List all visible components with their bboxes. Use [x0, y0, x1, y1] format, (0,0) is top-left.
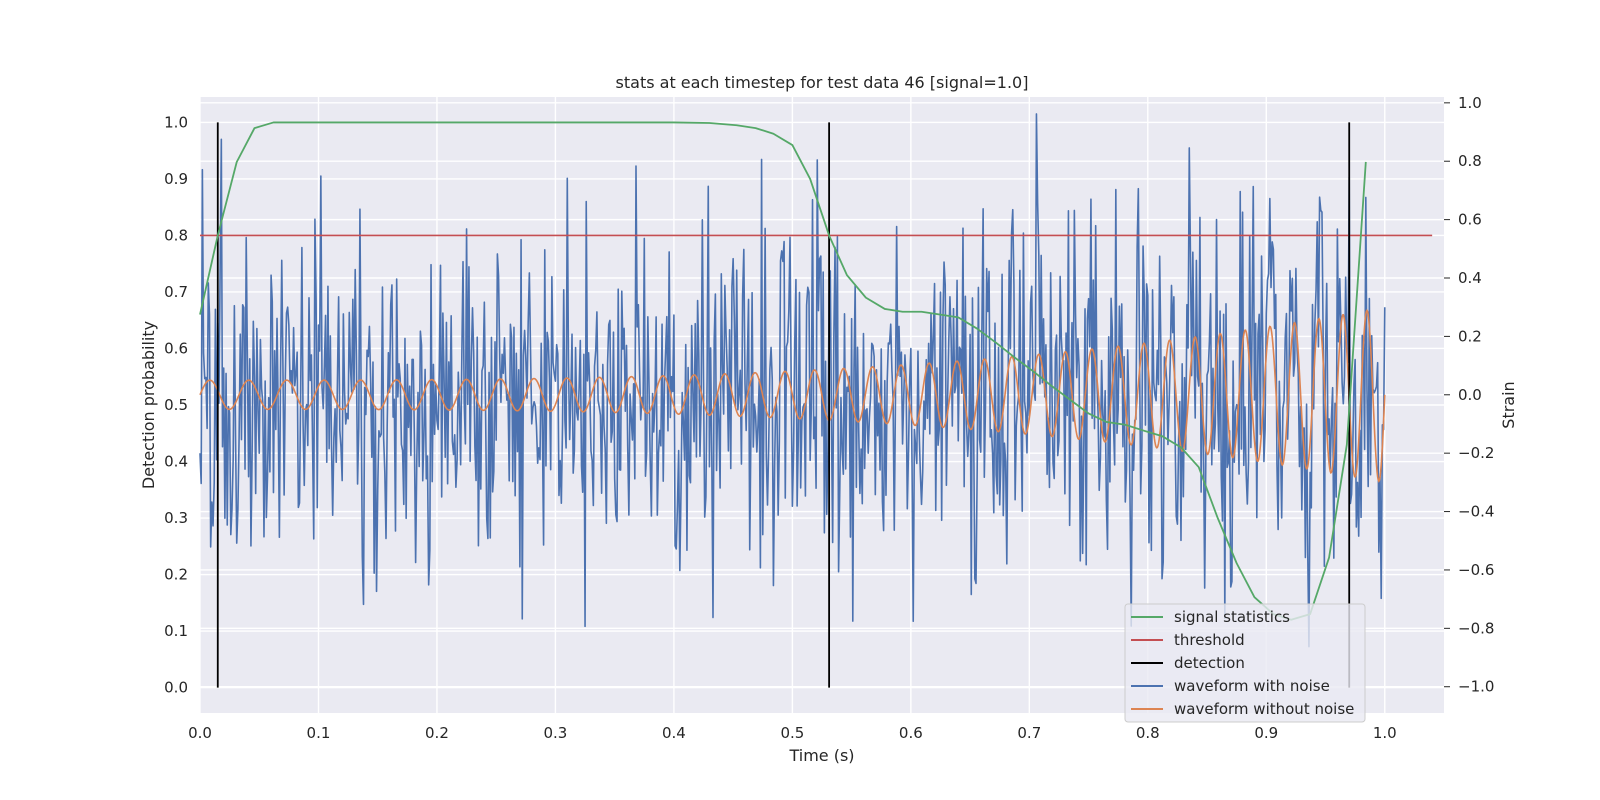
y-right-tick-label: −0.8 [1458, 619, 1494, 637]
y-right-tick-label: 0.2 [1458, 327, 1482, 345]
y-axis-right-label: Strain [1499, 381, 1518, 428]
x-tick-label: 1.0 [1373, 724, 1397, 742]
x-tick-label: 0.9 [1254, 724, 1278, 742]
y-tick-label: 0.5 [164, 396, 188, 414]
x-tick-label: 0.5 [780, 724, 804, 742]
x-tick-label: 0.0 [188, 724, 212, 742]
y-axis-label: Detection probability [139, 321, 158, 489]
legend: signal statistics threshold detection wa… [1124, 603, 1366, 723]
y-right-tick-label: −1.0 [1458, 678, 1494, 696]
y-right-tick-label: −0.6 [1458, 561, 1494, 579]
x-tick-label: 0.2 [425, 724, 449, 742]
legend-label-threshold: threshold [1174, 631, 1245, 649]
y-tick-label: 0.4 [164, 453, 188, 471]
legend-label-detection: detection [1174, 654, 1245, 672]
y-tick-label: 0.1 [164, 622, 188, 640]
legend-label-signal-statistics: signal statistics [1174, 608, 1290, 626]
y-tick-label: 0.9 [164, 170, 188, 188]
y-tick-label: 0.7 [164, 283, 188, 301]
y-right-tick-label: −0.4 [1458, 503, 1494, 521]
y-right-tick-label: 1.0 [1458, 94, 1482, 112]
y-right-tick-label: 0.8 [1458, 152, 1482, 170]
x-tick-label: 0.3 [543, 724, 567, 742]
y-right-tick-label: −0.2 [1458, 444, 1494, 462]
y-tick-label: 0.2 [164, 566, 188, 584]
x-axis-label: Time (s) [788, 746, 854, 765]
x-tick-label: 0.6 [899, 724, 923, 742]
legend-label-waveform-with-noise: waveform with noise [1174, 677, 1330, 695]
y-right-tick-label: 0.4 [1458, 269, 1482, 287]
legend-label-waveform-without-noise: waveform without noise [1174, 700, 1354, 718]
y-tick-label: 0.3 [164, 509, 188, 527]
y-tick-label: 0.6 [164, 339, 188, 357]
legend-box [1124, 603, 1366, 723]
y-tick-label: 0.0 [164, 679, 188, 697]
x-tick-label: 0.7 [1017, 724, 1041, 742]
x-tick-label: 0.8 [1136, 724, 1160, 742]
x-tick-label: 0.1 [307, 724, 331, 742]
series-waveform-without-noise [199, 308, 1386, 483]
y-tick-label: 1.0 [164, 113, 188, 131]
y-right-tick-label: 0.0 [1458, 386, 1482, 404]
chart-title: stats at each timestep for test data 46 … [616, 73, 1029, 92]
series-waveform-with-noise [199, 113, 1386, 648]
data-lines [199, 113, 1433, 688]
y-tick-label: 0.8 [164, 226, 188, 244]
series-signal-statistics [199, 121, 1367, 621]
x-tick-label: 0.4 [662, 724, 686, 742]
y-right-tick-label: 0.6 [1458, 211, 1482, 229]
ticks: 0.0 0.1 0.2 0.3 0.4 0.5 0.6 0.7 0.8 0.9 1.0 0.0 0.1 0… [164, 94, 1494, 742]
